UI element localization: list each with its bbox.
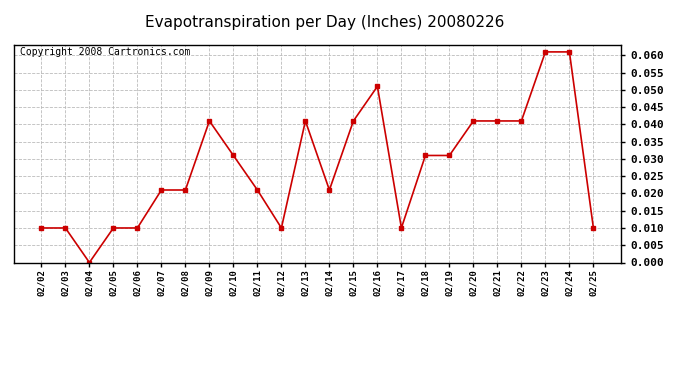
- Text: Evapotranspiration per Day (Inches) 20080226: Evapotranspiration per Day (Inches) 2008…: [145, 15, 504, 30]
- Text: Copyright 2008 Cartronics.com: Copyright 2008 Cartronics.com: [20, 47, 190, 57]
